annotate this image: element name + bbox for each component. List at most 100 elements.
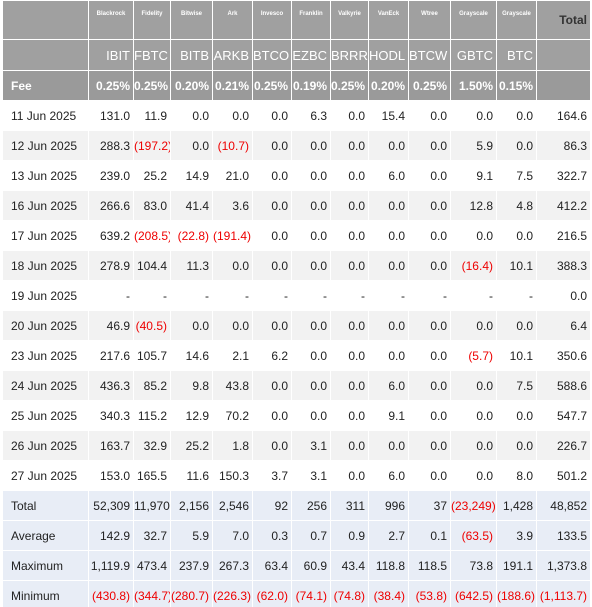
issuer-row: Blackrock Fidelity Bitwise Ark Invesco Frankl… — [2, 0, 591, 40]
summary-value: 43.4 — [330, 550, 369, 581]
flow-value: 0.0 — [291, 250, 331, 281]
summary-value: (344.7) — [133, 580, 171, 607]
flow-value: 0.0 — [252, 160, 292, 191]
flow-value: 6.3 — [291, 100, 331, 131]
flow-value: 0.0 — [496, 430, 537, 461]
flow-value: 6.0 — [368, 160, 409, 191]
summary-value: 1,428 — [496, 490, 537, 521]
summary-value: 473.4 — [133, 550, 171, 581]
flow-value: 436.3 — [88, 370, 134, 401]
flow-value: 9.1 — [450, 160, 497, 191]
flow-value: 6.4 — [536, 310, 591, 341]
fee-value: 0.19% — [291, 70, 331, 101]
flow-value: - — [450, 280, 497, 311]
flow-value: 4.8 — [496, 190, 537, 221]
date: 26 Jun 2025 — [2, 430, 89, 461]
flow-value: 11.6 — [170, 460, 213, 491]
corner — [2, 39, 89, 71]
summary-label: Average — [2, 520, 89, 551]
flow-value: 0.0 — [450, 370, 497, 401]
flow-value: 150.3 — [212, 460, 253, 491]
summary-value: 0.3 — [252, 520, 292, 551]
flow-value: 70.2 — [212, 400, 253, 431]
flow-value: - — [88, 280, 134, 311]
flow-value: 46.9 — [88, 310, 134, 341]
summary-row: Minimum (430.8) (344.7) (280.7) (226.3) (62.0… — [2, 580, 591, 607]
flow-value: - — [408, 280, 451, 311]
flow-value: 0.0 — [212, 100, 253, 131]
day-row: 17 Jun 2025 639.2 (208.5) (22.8) (191.4) 0.0 0… — [2, 220, 591, 251]
flow-value: 1.8 — [212, 430, 253, 461]
flow-value: 0.0 — [291, 400, 331, 431]
issuer: Invesco — [252, 0, 292, 40]
ticker: BITB — [170, 39, 213, 71]
flow-value: 0.0 — [330, 160, 369, 191]
flow-value: (40.5) — [133, 310, 171, 341]
summary-value: 2,156 — [170, 490, 213, 521]
day-row: 13 Jun 2025 239.0 25.2 14.9 21.0 0.0 0.0 0.0 6.0… — [2, 160, 591, 191]
flow-value: 0.0 — [212, 310, 253, 341]
flow-value: 11.3 — [170, 250, 213, 281]
flow-value: - — [330, 280, 369, 311]
summary-value: 7.0 — [212, 520, 253, 551]
flow-value: 0.0 — [496, 100, 537, 131]
day-row: 18 Jun 2025 278.9 104.4 11.3 0.0 0.0 0.0 0.0 0.0… — [2, 250, 591, 281]
flow-value: 0.0 — [408, 190, 451, 221]
flow-value: 0.0 — [252, 220, 292, 251]
flow-value: 0.0 — [368, 130, 409, 161]
ticker: ARKB — [212, 39, 253, 71]
flow-value: 0.0 — [368, 250, 409, 281]
summary-value: 0.1 — [408, 520, 451, 551]
fee-value: 0.15% — [496, 70, 537, 101]
ticker: HODL — [368, 39, 409, 71]
summary-value: (1,113.7) — [536, 580, 591, 607]
flow-value: 0.0 — [496, 130, 537, 161]
flow-value: 164.6 — [536, 100, 591, 131]
summary-value: 996 — [368, 490, 409, 521]
summary-value: (188.6) — [496, 580, 537, 607]
flow-value: 588.6 — [536, 370, 591, 401]
flow-value: 0.0 — [330, 310, 369, 341]
summary-value: 311 — [330, 490, 369, 521]
flow-value: 0.0 — [252, 400, 292, 431]
flow-value: 6.2 — [252, 340, 292, 371]
summary-value: 267.3 — [212, 550, 253, 581]
flow-value: 25.2 — [170, 430, 213, 461]
flow-value: 0.0 — [291, 340, 331, 371]
corner — [2, 0, 89, 40]
flow-value: 14.6 — [170, 340, 213, 371]
flow-value: 388.3 — [536, 250, 591, 281]
day-row: 11 Jun 2025 131.0 11.9 0.0 0.0 0.0 6.3 0.0 15.4 0… — [2, 100, 591, 131]
flow-value: 43.8 — [212, 370, 253, 401]
fee-value: 0.20% — [170, 70, 213, 101]
flow-value: 0.0 — [450, 100, 497, 131]
flow-value: 0.0 — [330, 460, 369, 491]
flow-value: 639.2 — [88, 220, 134, 251]
ticker: EZBC — [291, 39, 331, 71]
summary-value: 52,309 — [88, 490, 134, 521]
fee-value: 0.20% — [368, 70, 409, 101]
flow-value: 85.2 — [133, 370, 171, 401]
summary-value: 37 — [408, 490, 451, 521]
flow-value: 0.0 — [536, 280, 591, 311]
flow-value: 0.0 — [330, 430, 369, 461]
flow-value: - — [368, 280, 409, 311]
flow-value: 14.9 — [170, 160, 213, 191]
flow-value: - — [133, 280, 171, 311]
summary-value: (63.5) — [450, 520, 497, 551]
summary-label: Total — [2, 490, 89, 521]
issuer: Franklin — [291, 0, 331, 40]
summary-value: (226.3) — [212, 580, 253, 607]
flow-value: 501.2 — [536, 460, 591, 491]
summary-value: 60.9 — [291, 550, 331, 581]
summary-value: 3.9 — [496, 520, 537, 551]
flow-value: 0.0 — [252, 190, 292, 221]
issuer: VanEck — [368, 0, 409, 40]
flow-value: 0.0 — [252, 130, 292, 161]
flow-value: (197.2) — [133, 130, 171, 161]
flow-value: 32.9 — [133, 430, 171, 461]
summary-value: 63.4 — [252, 550, 292, 581]
flow-value: 226.7 — [536, 430, 591, 461]
day-row: 26 Jun 2025 163.7 32.9 25.2 1.8 0.0 3.1 0.0 0.0 0… — [2, 430, 591, 461]
